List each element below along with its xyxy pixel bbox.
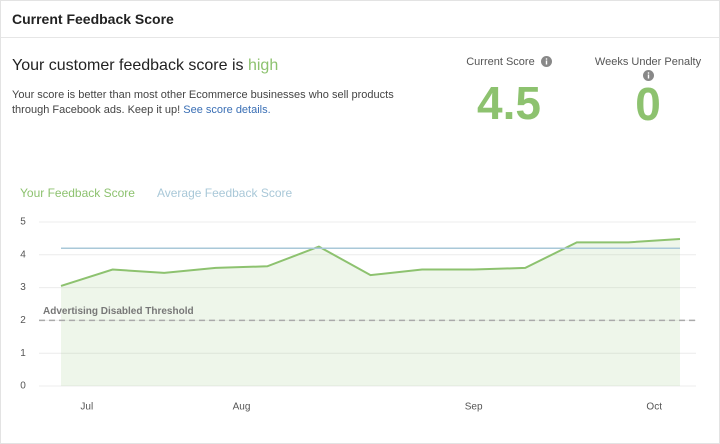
- legend-entry: Average Feedback Score: [157, 186, 293, 200]
- y-tick-label: 3: [20, 282, 26, 293]
- stat-label: Weeks Under Penalty: [594, 56, 702, 68]
- stat-value: 4.5: [477, 77, 541, 129]
- panel-header: Current Feedback Score: [1, 1, 719, 38]
- y-tick-label: 4: [20, 249, 26, 260]
- description: Your score is better than most other Eco…: [12, 88, 412, 118]
- y-tick-label: 0: [20, 381, 26, 392]
- x-tick-label: Oct: [646, 402, 662, 413]
- info-icon[interactable]: [540, 56, 552, 67]
- threshold-label: Advertising Disabled Threshold: [43, 306, 194, 317]
- legend-entry: Your Feedback Score: [20, 186, 135, 200]
- panel-title: Current Feedback Score: [12, 11, 174, 27]
- y-tick-label: 2: [20, 315, 26, 326]
- score-area: [61, 239, 680, 386]
- score-details-link[interactable]: See score details.: [183, 104, 271, 116]
- x-tick-label: Sep: [465, 402, 483, 413]
- description-text: Your score is better than most other Eco…: [12, 89, 394, 116]
- score-level: high: [247, 57, 279, 74]
- stat-label-text: Current Score: [466, 56, 535, 68]
- stat-weeks-penalty: Weeks Under Penalty 0: [583, 56, 713, 131]
- headline: Your customer feedback score is high: [12, 57, 278, 75]
- stat-label: Current Score: [449, 56, 569, 68]
- stat-current-score: Current Score 4.5: [449, 56, 569, 130]
- y-tick-label: 5: [20, 217, 26, 228]
- x-tick-label: Jul: [80, 402, 93, 413]
- headline-text: Your customer feedback score is: [12, 57, 248, 74]
- series-line: [60, 238, 681, 287]
- x-tick-label: Aug: [233, 402, 251, 413]
- info-icon[interactable]: [642, 70, 654, 81]
- y-tick-label: 1: [20, 348, 26, 359]
- stat-value: 0: [635, 78, 661, 130]
